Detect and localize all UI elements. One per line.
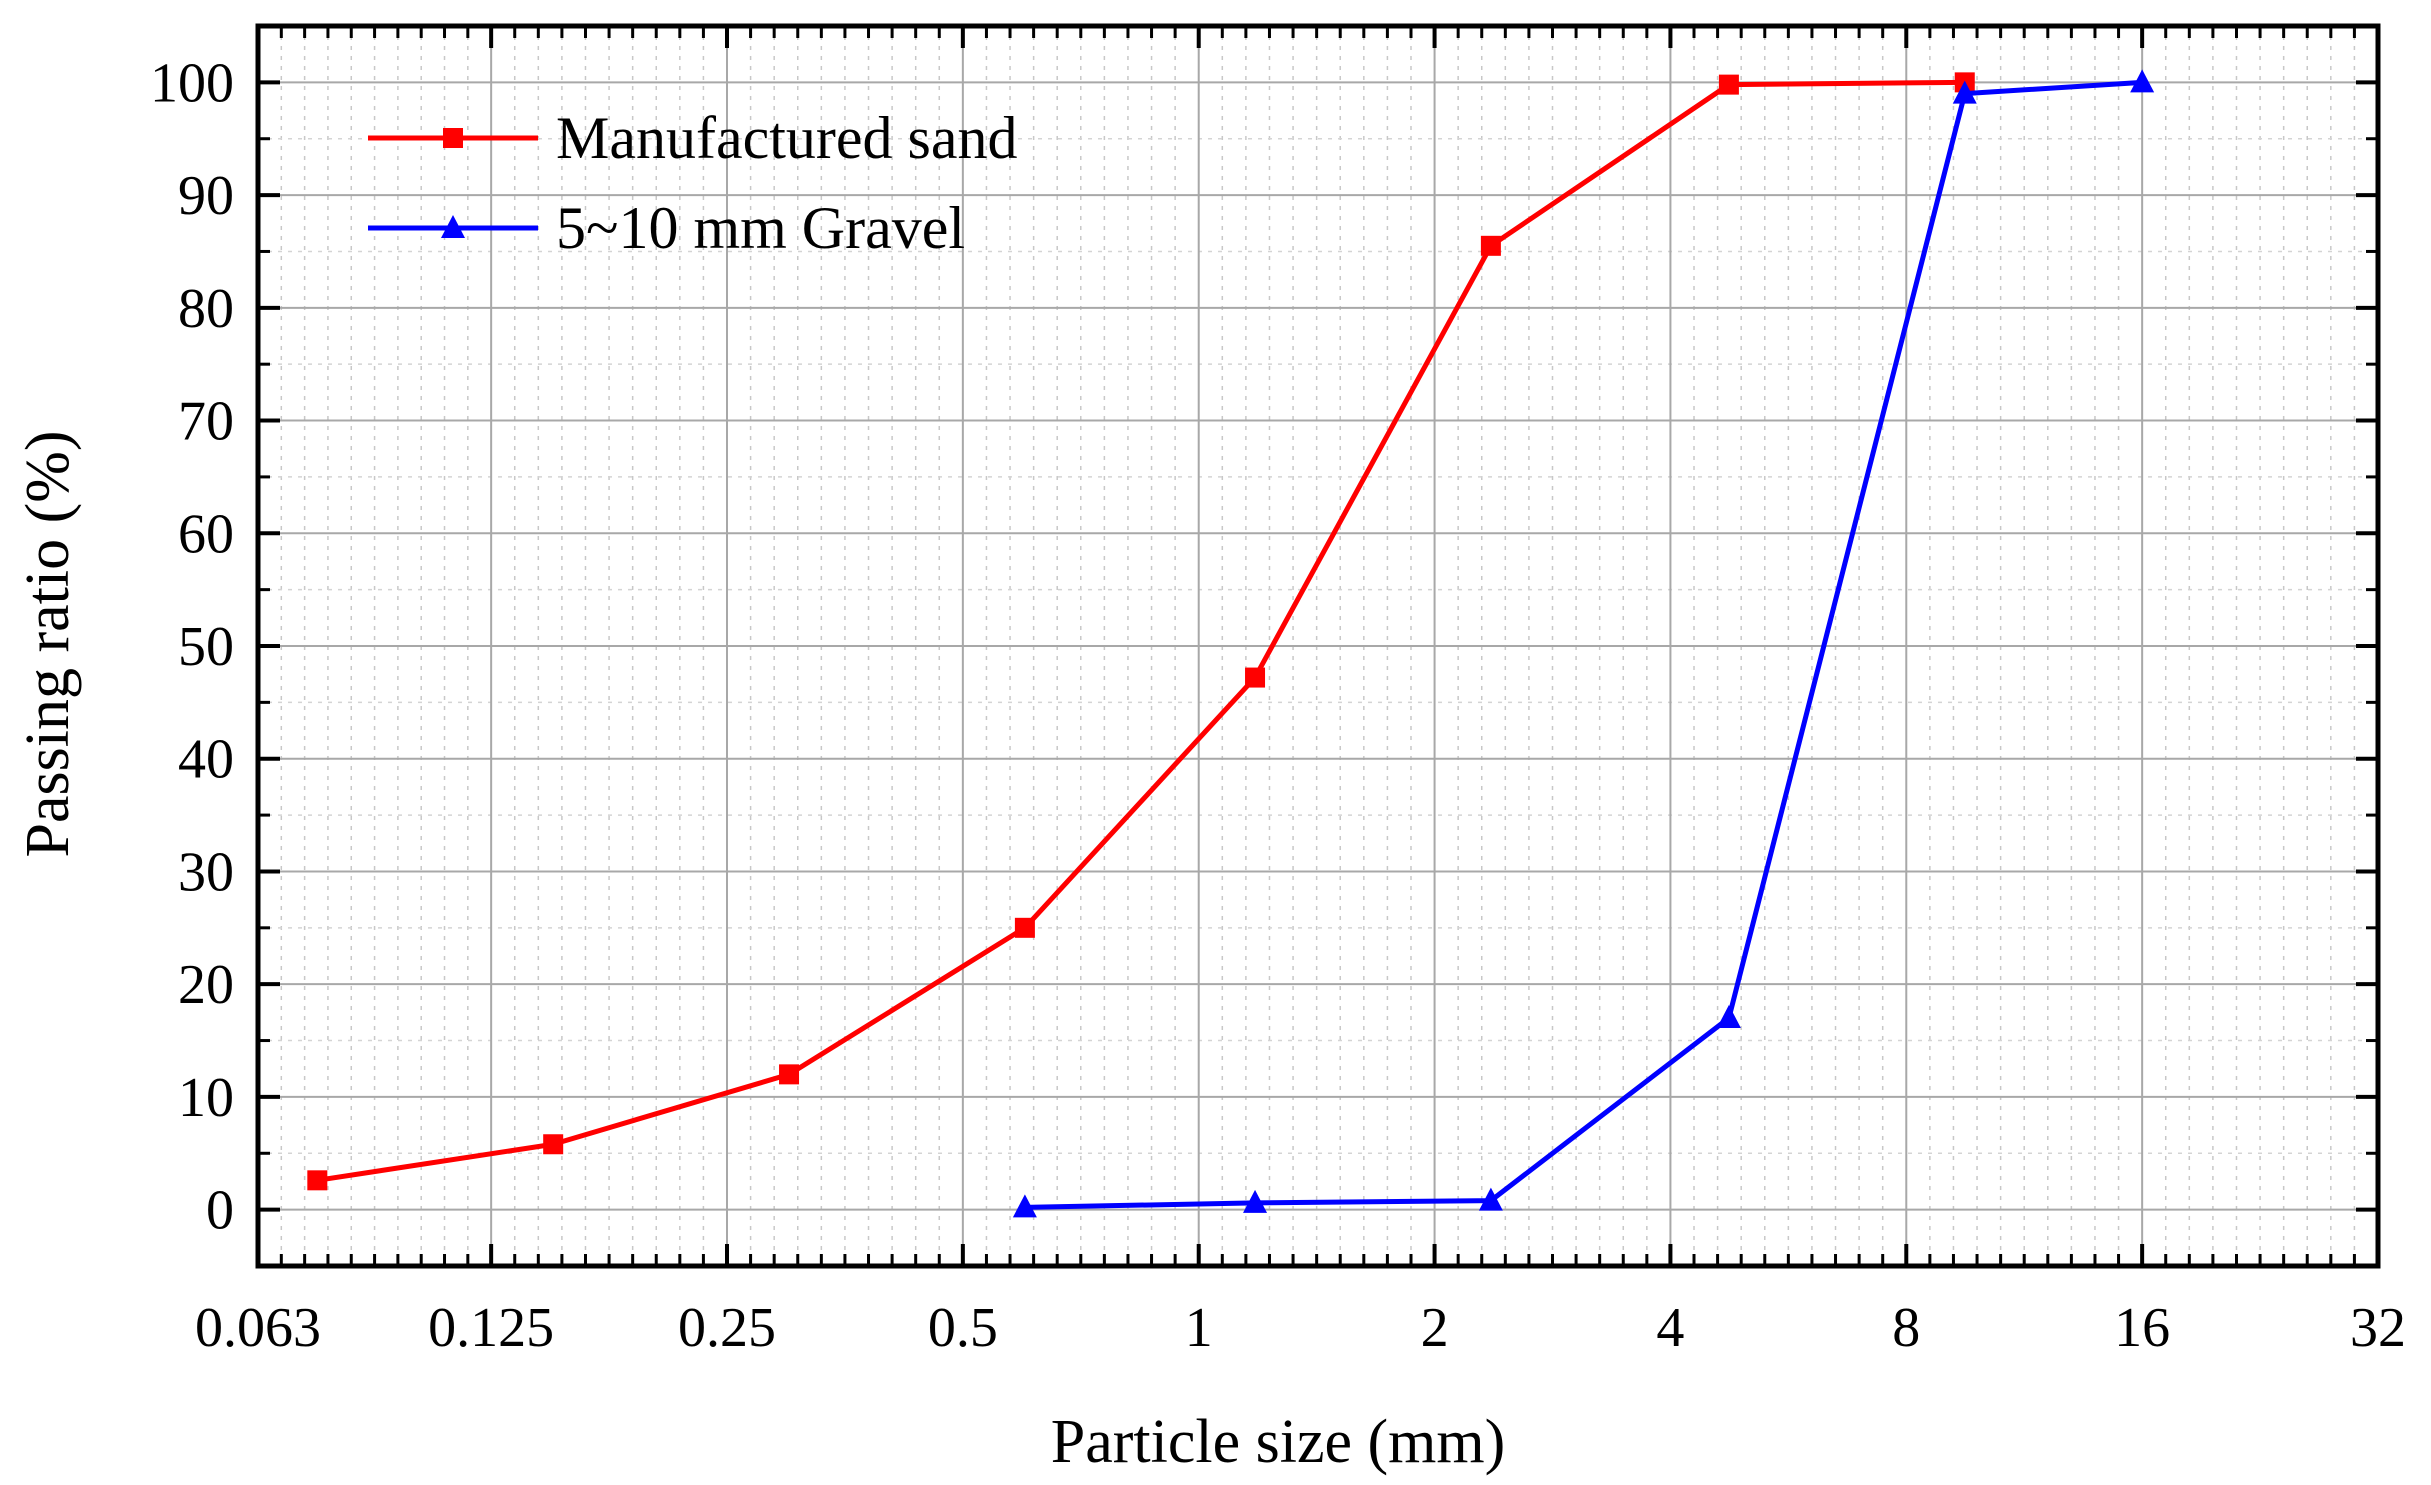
data-point	[1012, 1194, 1037, 1218]
y-tick-label: 40	[178, 729, 234, 791]
x-tick-label: 0.063	[195, 1297, 321, 1359]
y-axis-title: Passing ratio (%)	[14, 430, 82, 857]
data-point	[1718, 74, 1739, 95]
x-tick-label: 2	[1421, 1297, 1449, 1359]
y-tick-label: 50	[178, 616, 234, 678]
legend-marker	[443, 128, 463, 148]
data-point	[543, 1134, 564, 1155]
data-point	[2130, 69, 2155, 93]
data-point	[1245, 667, 1266, 688]
y-tick-label: 100	[150, 52, 234, 114]
data-point	[1478, 1187, 1503, 1211]
axes-layer: 0.063 0.125 0.25 0.5 1 2 4 8 16 32 0 10 20 30 40 50 60 70…	[150, 23, 2406, 1359]
series-layer	[307, 69, 2155, 1218]
series-1	[307, 72, 1975, 1191]
legend-label: 5~10 mm Gravel	[556, 195, 965, 261]
x-tick-label: 32	[2350, 1297, 2406, 1359]
y-tick-label: 10	[178, 1067, 234, 1129]
series-2	[1012, 69, 2155, 1218]
data-point	[1716, 1005, 1741, 1028]
data-point	[779, 1064, 800, 1085]
y-tick-label: 70	[178, 391, 234, 453]
legend-marker	[441, 215, 465, 238]
x-tick-label: 0.5	[928, 1297, 998, 1359]
legend-item: 5~10 mm Gravel	[368, 195, 965, 261]
x-tick-label: 0.25	[678, 1297, 776, 1359]
series-line	[316, 79, 1965, 1183]
y-tick-label: 20	[178, 954, 234, 1016]
x-tick-label: 1	[1185, 1297, 1213, 1359]
y-tick-label: 30	[178, 841, 234, 903]
y-tick-label: 0	[206, 1180, 234, 1242]
x-tick-label: 8	[1892, 1297, 1920, 1359]
x-tick-label: 0.125	[428, 1297, 554, 1359]
data-point	[1243, 1189, 1268, 1213]
y-tick-label: 80	[178, 278, 234, 340]
series-line	[1024, 79, 2143, 1210]
x-tick-label: 16	[2114, 1297, 2170, 1359]
plot-frame	[255, 23, 2381, 1269]
x-axis-title: Particle size (mm)	[1051, 1408, 1506, 1476]
x-tick-label: 4	[1656, 1297, 1684, 1359]
data-point	[1014, 917, 1035, 938]
data-point	[307, 1170, 328, 1191]
data-point	[1480, 235, 1501, 256]
legend: Manufactured sand 5~10 mm Gravel	[368, 105, 1017, 261]
legend-label: Manufactured sand	[556, 105, 1017, 171]
y-tick-label: 90	[178, 165, 234, 227]
legend-item: Manufactured sand	[368, 105, 1017, 171]
data-point	[1952, 80, 1977, 104]
y-tick-label: 60	[178, 503, 234, 565]
grid-layer	[257, 25, 2379, 1267]
